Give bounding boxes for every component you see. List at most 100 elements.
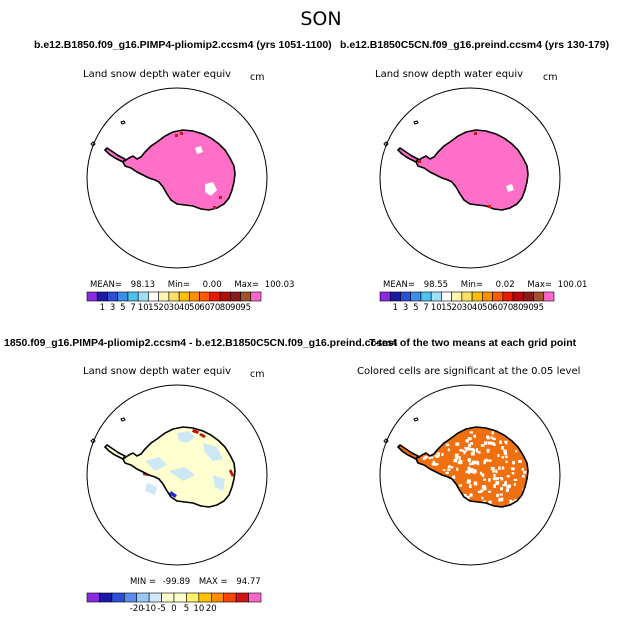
panel4-variable: Colored cells are significant at the 0.0… <box>357 366 581 377</box>
panel4-nonsignificant-cell <box>463 451 466 455</box>
panel4-nonsignificant-cell <box>435 454 439 458</box>
panel3-colorbar-swatch <box>235 592 249 603</box>
panel3-negative-region <box>145 483 157 495</box>
panel2-colorbar-swatch <box>461 291 473 302</box>
panel4-nonsignificant-cell <box>476 448 479 453</box>
panel4-nonsignificant-cell <box>428 456 432 460</box>
panel4-nonsignificant-cell <box>452 475 456 479</box>
panel1-snow-free <box>137 176 171 204</box>
panel3-colorbar-tick-label: 20 <box>205 604 217 614</box>
panel3-stats: MIN = -99.89 MAX = 94.77 <box>130 577 261 587</box>
panel4-nonsignificant-cell <box>483 441 488 445</box>
panel4-nonsignificant-cell <box>518 460 522 463</box>
panel4-nonsignificant-cell <box>490 442 494 445</box>
panel4-nonsignificant-cell <box>495 469 498 474</box>
panel3-min-value: -99.89 <box>162 577 191 587</box>
panel3-colorbar-swatch <box>86 592 100 603</box>
panel4-nonsignificant-cell <box>499 493 503 496</box>
panel1-max-value: 100.03 <box>264 280 295 290</box>
panel1-colorbar-tick-label: 80 <box>219 303 231 313</box>
panel2-colorbar-swatch <box>543 291 555 302</box>
panel1-colorbar-tick-label: 20 <box>158 303 170 313</box>
panel2-colorbar-tick-label: 20 <box>451 303 463 313</box>
panel4-nonsignificant-cell <box>490 466 495 471</box>
panel2-colorbar-swatch <box>471 291 483 302</box>
panel4-nonsignificant-cell <box>521 468 524 471</box>
panel1-colorbar-swatch <box>178 291 190 302</box>
panel1-colorbar-tick-label: 50 <box>189 303 200 313</box>
panel1-snow-free <box>205 182 217 196</box>
panel2-max-cell <box>474 132 477 135</box>
panel4-nonsignificant-cell <box>493 473 496 478</box>
panel4-title: T-test of the two means at each grid poi… <box>369 337 577 349</box>
panel3-colorbar-swatch <box>173 592 187 603</box>
panel4-nonsignificant-cell <box>447 468 451 472</box>
panel1-colorbar-swatch <box>137 291 149 302</box>
panel4-nonsignificant-cell <box>450 466 454 469</box>
panel3-colorbar-swatch <box>136 592 150 603</box>
panel2-colorbar-tick-label: 50 <box>482 303 493 313</box>
panel3-colorbar-swatch <box>223 592 237 603</box>
panel4-nonsignificant-cell <box>471 460 474 465</box>
panel3-extreme-cell <box>229 469 234 477</box>
panel3-colorbar-labels: -20 -10 -5 0 5 10 20 <box>87 604 261 616</box>
panel2-title: b.e12.B1850C5CN.f09_g16.preind.ccsm4 (yr… <box>340 39 610 51</box>
panel4-nonsignificant-cell <box>463 450 467 453</box>
panel2-colorbar <box>379 291 555 302</box>
panel2-colorbar-swatch <box>522 291 534 302</box>
panel4-nonsignificant-cell <box>492 470 495 473</box>
panel4-significant-field <box>416 427 528 507</box>
panel4-nonsignificant-cell <box>505 460 508 464</box>
panel2-colorbar-tick-label: 10 <box>430 303 442 313</box>
panel2-mean-label: MEAN= <box>383 280 415 290</box>
panel4-nonsignificant-cell <box>467 466 471 471</box>
panel2-colorbar-labels: 1 3 5 7 10 15 20 30 40 50 60 70 80 90 95 <box>380 303 554 315</box>
panel2-snow-free <box>506 184 514 192</box>
panel1-colorbar-tick-label: 5 <box>120 303 126 313</box>
panel3-negative-region <box>213 475 225 491</box>
panel1-colorbar-swatch <box>209 291 221 302</box>
panel2-island <box>383 141 389 147</box>
panel3-island <box>120 417 126 422</box>
panel4-nonsignificant-cell <box>513 482 516 486</box>
panel2-colorbar-tick-label: 30 <box>461 303 473 313</box>
panel2-peninsula-snow <box>398 148 418 162</box>
panel4-nonsignificant-cell <box>511 472 515 475</box>
panel4-nonsignificant-cell <box>490 436 494 439</box>
panel4-nonsignificant-cell <box>488 490 491 493</box>
panel4-nonsignificant-cell <box>468 484 472 489</box>
panel2-coastline <box>414 129 529 211</box>
panel1-max-cell <box>219 196 222 199</box>
panel1-units: cm <box>250 72 265 83</box>
panel3-colorbar-swatch <box>161 592 175 603</box>
panel4-nonsignificant-cell <box>500 478 504 481</box>
panel2-colorbar-swatch <box>400 291 412 302</box>
panel4-nonsignificant-cell <box>477 490 482 494</box>
panel4-island <box>413 417 419 422</box>
panel2-colorbar-swatch <box>441 291 452 302</box>
panel3-extreme-cell <box>192 429 199 434</box>
panel1-colorbar-swatch <box>107 291 119 302</box>
panel1-colorbar-tick-label: 90 <box>229 303 241 313</box>
panel4-nonsignificant-cell <box>511 467 515 471</box>
panel2-max-cell <box>488 205 491 208</box>
panel4-nonsignificant-cell <box>515 450 518 453</box>
panel4-nonsignificant-cell <box>485 458 488 461</box>
panel1-colorbar-tick-label: 10 <box>137 303 149 313</box>
panel1-colorbar-swatch <box>199 291 211 302</box>
panel4-nonsignificant-cell <box>455 442 460 446</box>
panel4-nonsignificant-cell <box>447 465 450 469</box>
panel4-nonsignificant-cell <box>434 462 439 466</box>
panel4-nonsignificant-cell <box>501 446 504 450</box>
panel4-nonsignificant-cell <box>465 470 469 474</box>
panel1-peninsula-coast <box>103 146 127 164</box>
panel4-nonsignificant-cell <box>460 449 464 452</box>
panel2-colorbar-swatch <box>430 291 442 302</box>
panel4-nonsignificant-cell <box>473 469 477 474</box>
panel2-colorbar-tick-label: 70 <box>502 303 514 313</box>
panel4-nonsignificant-cell <box>431 456 434 459</box>
panel4-nonsignificant-cell <box>502 484 506 487</box>
panel1-colorbar-swatch <box>189 291 200 302</box>
panel4-nonsignificant-cell <box>500 487 504 491</box>
panel4-nonsignificant-cell <box>463 493 467 498</box>
